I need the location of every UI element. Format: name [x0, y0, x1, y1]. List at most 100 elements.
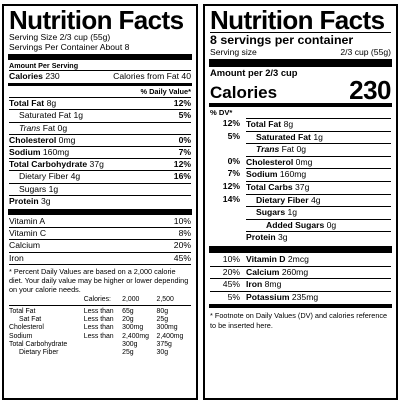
reference-cell: 300mg	[156, 324, 178, 332]
reference-cell: Sodium	[9, 332, 33, 340]
nutrient-amount: 8g	[283, 119, 294, 129]
nutrient-row-total-carbohydrate: Total Carbohydrate 37g 12%	[9, 158, 191, 170]
calories-label: Calories	[9, 71, 43, 81]
nutrient-name: Sugars	[256, 207, 286, 218]
nutrient-row-cholesterol: Cholesterol 0mg 0%	[9, 133, 191, 146]
vitamin-row-calcium: Calcium 20%	[9, 239, 191, 251]
nutrient-dv: 12%	[173, 159, 191, 170]
reference-cell: Less than	[83, 307, 114, 315]
reference-cell: 80g	[156, 307, 169, 315]
nutrient-dv: 5%	[227, 130, 240, 141]
nutrient-row-sugars: Sugars 1g	[210, 206, 391, 219]
nutrient-dv	[210, 219, 240, 232]
reference-cell: Dietary Fiber	[19, 349, 59, 357]
nutrient-amount: 160mg	[42, 147, 70, 158]
vitamin-name: Vitamin C	[9, 228, 47, 239]
vitamin-dv: 20%	[173, 240, 191, 251]
serving-size-label: Serving size	[210, 47, 257, 57]
vitamin-row-a: Vitamin A 10%	[9, 216, 191, 227]
nutrient-dv: 16%	[173, 171, 191, 182]
servings-per-container: Servings Per Container About 8	[9, 42, 130, 52]
nutrient-dv	[210, 143, 240, 156]
daily-value-footnote: * Footnote on Daily Values (DV) and calo…	[210, 311, 388, 330]
nutrient-name: Sodium	[246, 169, 278, 180]
nutrient-dv: 0%	[178, 134, 191, 145]
nutrient-name: Cholesterol	[246, 156, 294, 167]
vitamin-row-calcium: 20% Calcium 260mg	[210, 265, 391, 279]
nutrient-amount: 160mg	[279, 169, 307, 180]
vitamin-name: Vitamin D	[246, 253, 286, 264]
serving-size-value: 2/3 cup (55g)	[340, 47, 391, 57]
nutrient-dv	[210, 206, 240, 219]
nutrient-row-saturated-fat: 5% Saturated Fat 1g	[210, 130, 391, 144]
calories-row: Calories 230	[210, 75, 391, 105]
vitamin-dv: 5%	[227, 291, 240, 302]
dv-header: % DV*	[210, 108, 233, 117]
label-title: Nutrition Facts	[9, 5, 184, 35]
vitamin-dv: 45%	[173, 252, 191, 263]
daily-value-footnote: * Percent Daily Values are based on a 2,…	[9, 266, 189, 295]
nutrient-name: Protein	[246, 232, 276, 243]
nutrient-name: Total Carbohydrate	[9, 159, 88, 170]
reference-cell: Calories:	[83, 296, 111, 304]
nutrient-amount: 37g	[89, 159, 104, 170]
reference-cell	[9, 296, 84, 305]
nutrient-amount: 0mg	[58, 134, 76, 145]
vitamin-name: Calcium	[246, 266, 280, 277]
vitamin-dv: 20%	[222, 266, 240, 277]
nutrient-dv: 12%	[222, 180, 240, 191]
reference-cell: Less than	[83, 332, 114, 340]
nutrient-amount: 0mg	[295, 156, 313, 167]
nutrient-amount: 1g	[48, 183, 59, 194]
reference-row: Total Fat Less than 65g 80g	[9, 308, 191, 316]
reference-cell: 20g	[122, 316, 134, 324]
reference-cell: 30g	[156, 349, 169, 357]
vitamin-amount: 235mg	[291, 291, 319, 302]
nutrient-dv: 14%	[222, 193, 240, 204]
nutrient-row-saturated-fat: Saturated Fat 1g 5%	[9, 109, 191, 121]
nutrient-row-total-fat: Total Fat 8g 12%	[9, 97, 191, 109]
nutrient-row-added-sugars: Added Sugars 0g	[210, 218, 391, 232]
reference-cell: Total Carbohydrate	[9, 340, 68, 348]
proposed-nutrition-label: Nutrition Facts 8 servings per container…	[203, 4, 398, 400]
label-title: Nutrition Facts	[210, 5, 385, 35]
reference-cell: Less than	[83, 316, 114, 324]
nutrient-amount: 1g	[313, 131, 323, 142]
reference-row: Sat Fat Less than 20g 25g	[9, 316, 191, 324]
nutrient-name: Saturated Fat	[19, 110, 72, 121]
nutrient-row-dietary-fiber: Dietary Fiber 4g 16%	[9, 170, 191, 182]
vitamin-name: Potassium	[246, 291, 290, 302]
nutrient-amount: 1g	[73, 110, 84, 121]
nutrient-name: Trans	[19, 122, 41, 133]
serving-size: Serving Size 2/3 cup (55g)	[9, 32, 111, 42]
vitamin-amount: 260mg	[281, 266, 309, 277]
nutrient-name: Total Fat	[9, 98, 45, 109]
vitamin-dv: 10%	[173, 216, 191, 227]
reference-cell: 65g	[122, 307, 134, 315]
vitamin-dv: 45%	[222, 279, 240, 290]
reference-cell: Less than	[83, 324, 114, 332]
nutrient-amount: 8g	[46, 98, 57, 109]
thick-divider	[8, 54, 192, 60]
reference-header-row: Calories: 2,000 2,500	[9, 296, 191, 305]
calories-from-fat: Calories from Fat 40	[113, 71, 191, 81]
nutrient-name: Dietary Fiber	[19, 171, 69, 182]
calories-value: 230	[45, 71, 60, 81]
medium-divider	[209, 304, 392, 309]
nutrient-name: Sugars	[19, 183, 47, 194]
nutrient-row-sodium: 7% Sodium 160mg	[210, 168, 391, 181]
amount-per-serving: Amount per 2/3 cup	[210, 67, 298, 78]
nutrient-amount: 3g	[41, 195, 51, 206]
reference-cell: 300mg	[122, 324, 144, 332]
nutrient-name: Sodium	[9, 147, 41, 158]
reference-cell: 2,000	[122, 296, 140, 304]
reference-cell: 375g	[156, 340, 172, 348]
nutrient-row-sodium: Sodium 160mg 7%	[9, 146, 191, 158]
nutrient-row-total-carbs: 12% Total Carbs 37g	[210, 180, 391, 194]
reference-row: Sodium Less than 2,400mg 2,400mg	[9, 333, 191, 341]
nutrient-name: Total Fat	[246, 119, 282, 129]
calories-value: 230	[349, 75, 391, 105]
nutrient-dv	[210, 231, 240, 244]
nutrient-amount: 1g	[287, 207, 298, 218]
nutrient-row-dietary-fiber: 14% Dietary Fiber 4g	[210, 193, 391, 207]
